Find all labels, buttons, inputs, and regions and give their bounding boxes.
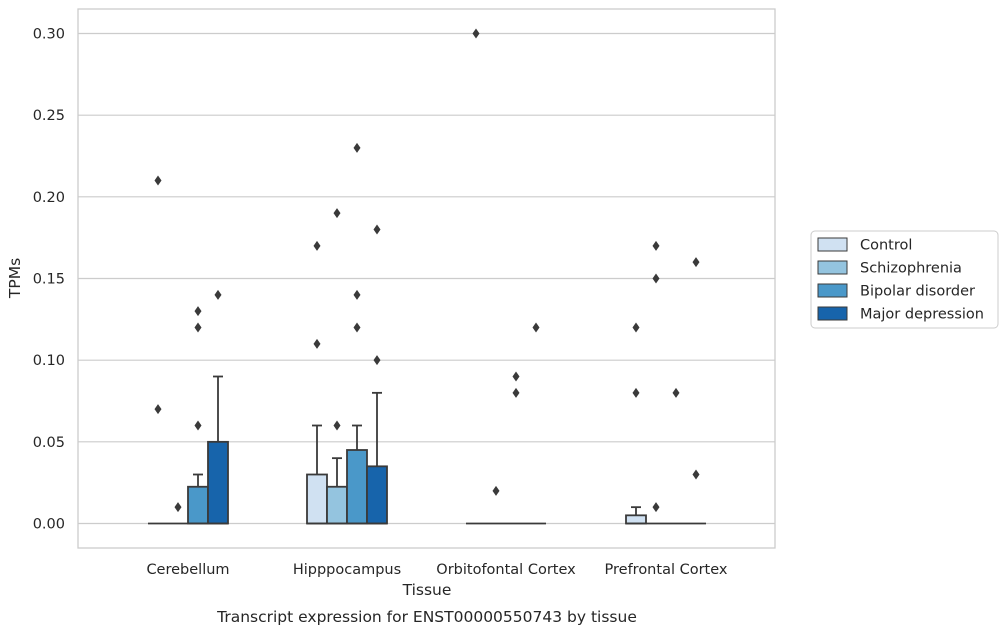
legend-swatch xyxy=(817,283,848,298)
y-axis-label: TPMs xyxy=(6,258,24,299)
outlier-point xyxy=(492,485,500,496)
box-group xyxy=(306,424,328,525)
box xyxy=(187,485,209,525)
y-tick-label: 0.00 xyxy=(33,517,65,533)
y-tick-label: 0.15 xyxy=(33,272,65,288)
outlier-point xyxy=(333,420,341,431)
box-group xyxy=(366,391,388,525)
x-tick-label: Prefrontal Cortex xyxy=(605,562,728,578)
y-tick-labels: 0.00 0.05 0.10 0.15 0.20 0.25 0.30 xyxy=(33,27,65,533)
outliers xyxy=(154,28,700,513)
box-group xyxy=(207,375,229,525)
gridlines xyxy=(78,32,775,525)
outlier-point xyxy=(154,175,162,186)
y-tick-label: 0.30 xyxy=(33,27,65,43)
boxes xyxy=(148,375,706,525)
box xyxy=(625,514,647,525)
outlier-point xyxy=(472,28,480,39)
outlier-point xyxy=(512,387,520,398)
outlier-point xyxy=(174,502,182,513)
outlier-point xyxy=(692,469,700,480)
outlier-point xyxy=(373,224,381,235)
outlier-point xyxy=(512,371,520,382)
outlier-point xyxy=(373,355,381,366)
plot-frame xyxy=(77,8,776,549)
outlier-point xyxy=(652,240,660,251)
y-tick-label: 0.20 xyxy=(33,190,65,206)
box xyxy=(207,440,229,525)
outlier-point xyxy=(532,322,540,333)
box-group xyxy=(187,473,209,525)
outlier-point xyxy=(652,273,660,284)
outlier-point xyxy=(353,322,361,333)
x-tick-labels: Cerebellum Hipppocampus Orbitofontal Corte… xyxy=(146,562,727,578)
outlier-point xyxy=(632,387,640,398)
outlier-point xyxy=(672,387,680,398)
legend-swatch xyxy=(817,260,848,275)
box-group xyxy=(346,424,368,525)
legend-label: Control xyxy=(860,238,912,254)
box xyxy=(326,485,348,525)
box xyxy=(306,473,328,525)
outlier-point xyxy=(632,322,640,333)
outlier-point xyxy=(214,289,222,300)
outlier-point xyxy=(313,338,321,349)
y-tick-label: 0.25 xyxy=(33,108,65,124)
legend-label: Bipolar disorder xyxy=(860,284,975,300)
outlier-point xyxy=(194,306,202,317)
x-tick-label: Hipppocampus xyxy=(293,562,401,578)
outlier-point xyxy=(652,502,660,513)
box xyxy=(366,465,388,525)
x-tick-label: Orbitofontal Cortex xyxy=(436,562,576,578)
x-tick-label: Cerebellum xyxy=(146,562,229,578)
outlier-point xyxy=(194,322,202,333)
legend-label: Major depression xyxy=(860,307,984,323)
legend-label: Schizophrenia xyxy=(860,261,962,277)
chart-caption: Transcript expression for ENST0000055074… xyxy=(216,608,637,626)
legend-swatch xyxy=(817,306,848,321)
legend-frame xyxy=(810,230,999,329)
y-tick-label: 0.05 xyxy=(33,435,65,451)
x-axis-label: Tissue xyxy=(402,581,452,599)
outlier-point xyxy=(154,404,162,415)
box-group xyxy=(625,506,647,525)
legend-swatch xyxy=(817,237,848,252)
legend: Control Schizophrenia Bipolar disorder Majo… xyxy=(810,230,999,329)
outlier-point xyxy=(194,420,202,431)
outlier-point xyxy=(353,142,361,153)
box-group xyxy=(326,457,348,525)
outlier-point xyxy=(313,240,321,251)
outlier-point xyxy=(692,257,700,268)
outlier-point xyxy=(353,289,361,300)
outlier-point xyxy=(333,208,341,219)
y-tick-label: 0.10 xyxy=(33,353,65,369)
box xyxy=(346,449,368,525)
